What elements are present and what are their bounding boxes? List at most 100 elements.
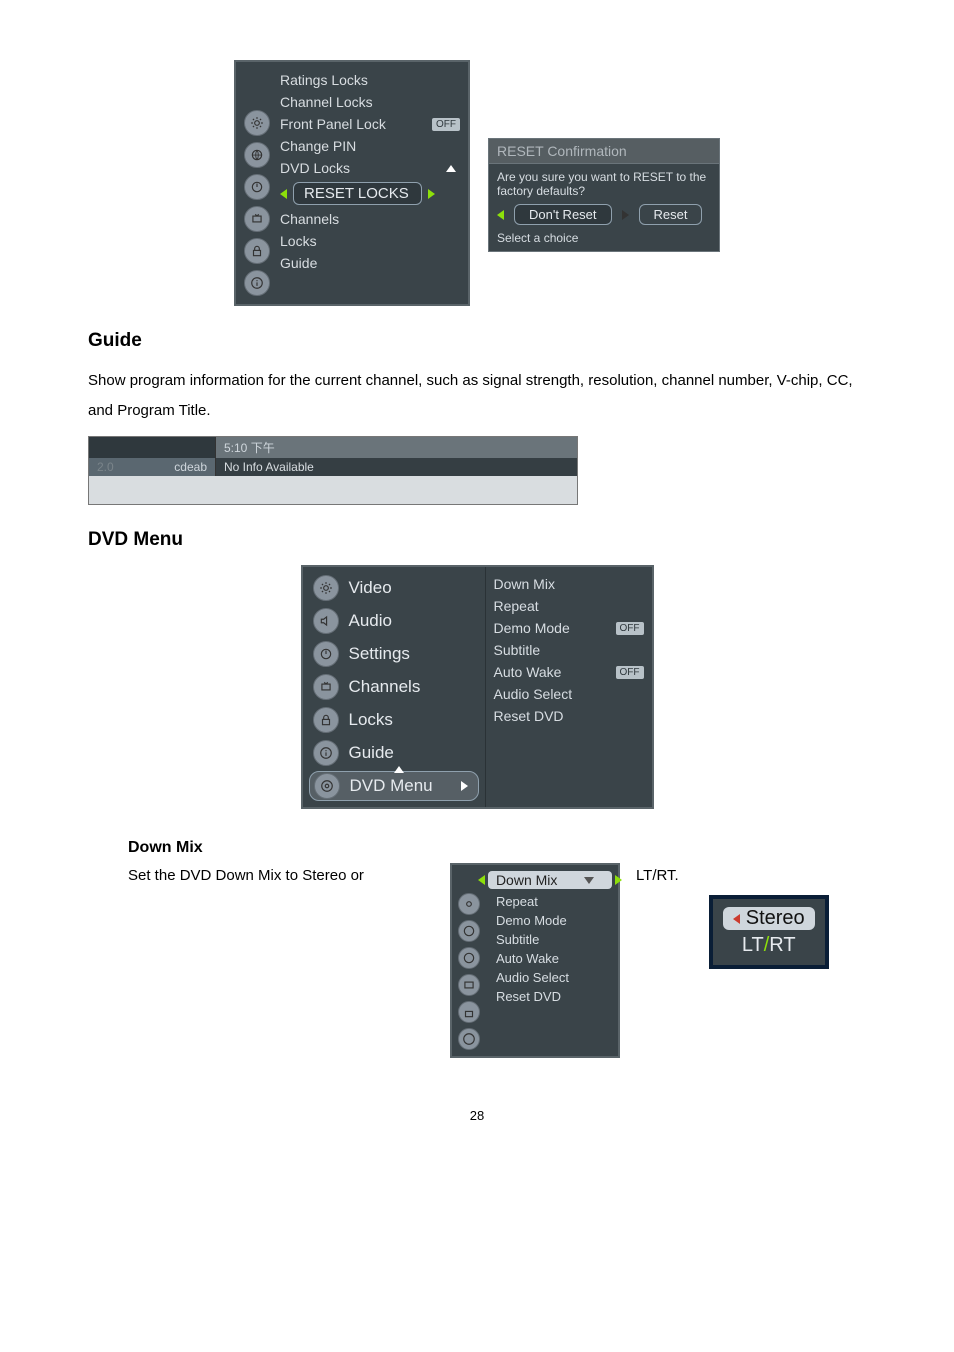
left-arrow-icon: [733, 914, 740, 924]
lock-item[interactable]: Channel Locks: [280, 92, 460, 112]
lock-item[interactable]: Ratings Locks: [280, 70, 460, 90]
dont-reset-label: Don't Reset: [529, 207, 597, 222]
downmix-option[interactable]: Subtitle: [488, 930, 612, 949]
guide-version: 2.0: [97, 460, 114, 474]
dvd-option-label: Down Mix: [494, 576, 555, 592]
guide-info-text: No Info Available: [215, 458, 577, 476]
right-arrow-icon: [615, 875, 622, 885]
right-arrow-icon: [622, 210, 629, 220]
lock-item[interactable]: DVD Locks: [280, 158, 460, 178]
down-arrow-icon: [584, 877, 594, 884]
tv-icon: [313, 674, 339, 700]
stereo-ltrt-selector: Stereo LT/RT: [709, 895, 829, 969]
up-arrow-icon: [394, 766, 404, 773]
ltrt-option[interactable]: LT/RT: [742, 934, 796, 957]
left-arrow-icon: [478, 875, 485, 885]
lock-item[interactable]: Change PIN: [280, 136, 460, 156]
stereo-option[interactable]: Stereo: [723, 907, 815, 930]
dvd-nav-label: Video: [349, 578, 392, 598]
off-badge: OFF: [616, 622, 644, 635]
dvd-nav-locks[interactable]: Locks: [309, 705, 479, 735]
info-icon: [458, 1028, 480, 1050]
lock-item[interactable]: Front Panel Lock OFF: [280, 114, 460, 134]
ghost-row: Locks: [280, 231, 460, 251]
reset-button[interactable]: Reset: [639, 204, 703, 225]
stereo-label: Stereo: [746, 907, 805, 930]
right-arrow-icon: [428, 189, 435, 199]
dvd-option[interactable]: Reset DVD: [494, 705, 644, 727]
guide-info-bar: 5:10 下午 2.0 cdeab No Info Available: [88, 436, 578, 505]
dvd-option-label: Audio Select: [494, 686, 573, 702]
right-arrow-icon: [461, 781, 468, 791]
downmix-option[interactable]: Reset DVD: [488, 987, 612, 1006]
dont-reset-button[interactable]: Don't Reset: [514, 204, 612, 225]
left-arrow-icon: [280, 189, 287, 199]
dvd-option-label: Auto Wake: [494, 664, 562, 680]
dvd-option[interactable]: Auto Wake OFF: [494, 661, 644, 683]
dvd-option-label: Demo Mode: [494, 620, 570, 636]
dvd-nav-label: Audio: [349, 611, 392, 631]
dvd-option[interactable]: Repeat: [494, 595, 644, 617]
dvd-nav-audio[interactable]: Audio: [309, 606, 479, 636]
downmix-option-label: Down Mix: [496, 872, 557, 888]
globe-icon: [244, 142, 270, 168]
downmix-option[interactable]: Audio Select: [488, 968, 612, 987]
power-icon: [313, 641, 339, 667]
dvd-nav-settings[interactable]: Settings: [309, 639, 479, 669]
info-icon: [244, 270, 270, 296]
downmix-option[interactable]: Demo Mode: [488, 911, 612, 930]
info-icon: [313, 740, 339, 766]
downmix-option-selected[interactable]: Down Mix: [488, 871, 612, 889]
dvd-option-label: Reset DVD: [494, 708, 564, 724]
speaker-icon: [313, 608, 339, 634]
reset-confirm-dialog: RESET Confirmation Are you sure you want…: [488, 138, 720, 252]
downmix-text-a: Set the DVD Down Mix to Stereo or: [128, 867, 364, 884]
dvd-option[interactable]: Subtitle: [494, 639, 644, 661]
dvd-nav-channels[interactable]: Channels: [309, 672, 479, 702]
reset-label: Reset: [654, 207, 688, 222]
gear-icon: [244, 110, 270, 136]
dialog-text: Are you sure you want to RESET to the fa…: [497, 170, 711, 198]
dvd-nav-label: DVD Menu: [350, 776, 433, 796]
ghost-row: Guide: [280, 253, 460, 273]
reset-locks-label: RESET LOCKS: [304, 185, 409, 202]
lock-icon: [458, 1001, 480, 1023]
guide-channel: cdeab: [174, 460, 207, 474]
left-arrow-icon: [497, 210, 504, 220]
dvd-nav-video[interactable]: Video: [309, 573, 479, 603]
dvd-nav-label: Channels: [349, 677, 421, 697]
dvd-nav-label: Settings: [349, 644, 410, 664]
downmix-text-b: LT/RT.: [636, 867, 679, 884]
globe-icon: [458, 920, 480, 942]
dvd-menu-heading: DVD Menu: [88, 529, 866, 551]
up-arrow-icon: [446, 165, 456, 172]
gear-icon: [313, 575, 339, 601]
guide-heading: Guide: [88, 330, 866, 352]
off-badge: OFF: [616, 666, 644, 679]
dvd-nav-dvdmenu[interactable]: DVD Menu: [309, 771, 479, 801]
dvd-option[interactable]: Audio Select: [494, 683, 644, 705]
dvd-nav-guide[interactable]: Guide: [309, 738, 479, 768]
locks-menu-panel: Ratings Locks Channel Locks Front Panel …: [234, 60, 470, 306]
lock-item-label: DVD Locks: [280, 160, 350, 176]
ghost-row: Channels: [280, 209, 460, 229]
lock-icon: [313, 707, 339, 733]
guide-time: 5:10 下午: [215, 437, 577, 458]
downmix-option[interactable]: Auto Wake: [488, 949, 612, 968]
gear-icon: [458, 893, 480, 915]
dvd-option[interactable]: Down Mix: [494, 573, 644, 595]
page-number: 28: [88, 1108, 866, 1123]
dvd-nav-label: Guide: [349, 743, 394, 763]
lock-item-label: Front Panel Lock: [280, 116, 386, 132]
off-badge: OFF: [432, 118, 460, 131]
dialog-footer: Select a choice: [497, 231, 711, 245]
downmix-heading: Down Mix: [128, 839, 866, 857]
dvd-option-label: Subtitle: [494, 642, 541, 658]
reset-locks-button[interactable]: RESET LOCKS: [293, 182, 422, 205]
downmix-option[interactable]: Repeat: [488, 892, 612, 911]
power-icon: [458, 947, 480, 969]
downmix-menu-panel: Down Mix Repeat Demo Mode Subtitle Auto …: [450, 863, 620, 1058]
dvd-nav-label: Locks: [349, 710, 393, 730]
dvd-option[interactable]: Demo Mode OFF: [494, 617, 644, 639]
disc-icon: [314, 773, 340, 799]
